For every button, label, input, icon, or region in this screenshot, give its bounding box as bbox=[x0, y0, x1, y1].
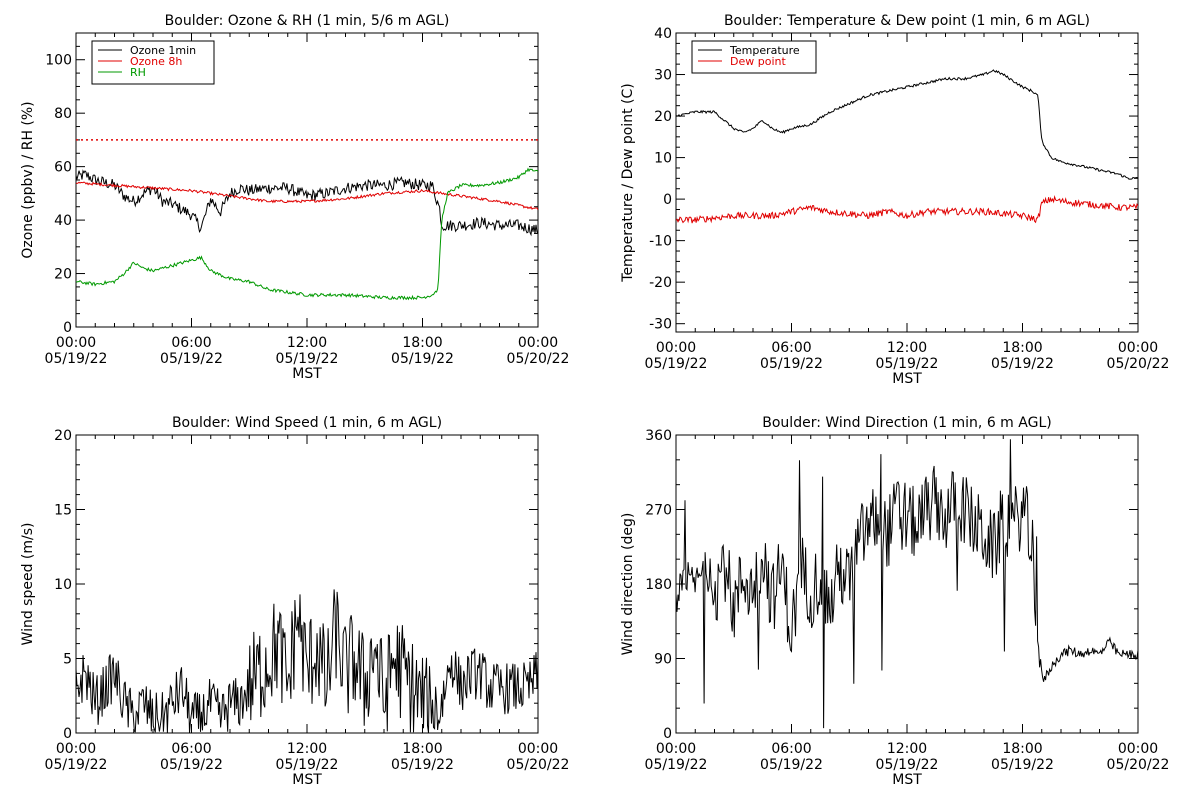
y-tick-label: 40 bbox=[54, 213, 72, 229]
x-tick-date-label: 05/19/22 bbox=[391, 351, 454, 367]
x-tick-label: 06:00 bbox=[771, 340, 811, 356]
x-tick-label: 00:00 bbox=[56, 335, 96, 351]
x-tick-label: 00:00 bbox=[518, 335, 558, 351]
y-tick-label: 30 bbox=[654, 68, 672, 84]
x-tick-date-label: 05/19/22 bbox=[991, 356, 1054, 372]
y-tick-label: 0 bbox=[63, 320, 72, 336]
y-tick-label: -20 bbox=[649, 275, 672, 291]
y-axis-label: Ozone (ppbv) / RH (%) bbox=[20, 101, 36, 258]
x-tick-label: 00:00 bbox=[656, 741, 696, 757]
legend-entry: Ozone 1min bbox=[130, 44, 196, 57]
x-tick-label: 18:00 bbox=[1002, 741, 1042, 757]
x-tick-label: 00:00 bbox=[1118, 741, 1158, 757]
y-tick-label: 100 bbox=[45, 53, 72, 69]
x-axis-label: MST bbox=[892, 371, 922, 387]
plot-frame bbox=[75, 434, 539, 734]
series-line-series-0 bbox=[676, 439, 1138, 729]
x-tick-date-label: 05/19/22 bbox=[760, 757, 823, 773]
chart-title: Boulder: Ozone & RH (1 min, 5/6 m AGL) bbox=[165, 13, 450, 29]
y-tick-label: 5 bbox=[63, 652, 72, 668]
series-line-temperature bbox=[676, 69, 1138, 180]
y-axis-label: Wind direction (deg) bbox=[620, 513, 636, 656]
x-tick-date-label: 05/20/22 bbox=[507, 757, 570, 773]
y-tick-label: 90 bbox=[654, 652, 672, 668]
y-tick-label: 0 bbox=[663, 726, 672, 742]
x-tick-label: 18:00 bbox=[1002, 340, 1042, 356]
x-tick-label: 00:00 bbox=[656, 340, 696, 356]
x-tick-label: 18:00 bbox=[402, 741, 442, 757]
x-tick-date-label: 05/19/22 bbox=[45, 757, 108, 773]
x-tick-label: 12:00 bbox=[287, 335, 327, 351]
x-tick-date-label: 05/19/22 bbox=[645, 757, 708, 773]
series-line-series-0 bbox=[76, 589, 538, 733]
y-tick-label: 15 bbox=[54, 503, 72, 519]
legend-entry: Dew point bbox=[730, 55, 786, 68]
legend-entry: RH bbox=[130, 66, 146, 79]
x-tick-label: 12:00 bbox=[287, 741, 327, 757]
x-tick-date-label: 05/19/22 bbox=[276, 351, 339, 367]
x-tick-label: 00:00 bbox=[56, 741, 96, 757]
y-tick-label: 10 bbox=[654, 151, 672, 167]
legend-box bbox=[691, 40, 817, 74]
x-tick-date-label: 05/20/22 bbox=[1107, 356, 1170, 372]
chart-panel-2: Boulder: Wind Speed (1 min, 6 m AGL) 00:0… bbox=[20, 415, 569, 788]
y-tick-label: 40 bbox=[654, 26, 672, 42]
x-tick-date-label: 05/19/22 bbox=[876, 356, 939, 372]
y-tick-label: 0 bbox=[63, 726, 72, 742]
x-tick-label: 12:00 bbox=[887, 340, 927, 356]
y-tick-label: 10 bbox=[54, 577, 72, 593]
x-tick-date-label: 05/20/22 bbox=[1107, 757, 1170, 773]
legend-entry: Ozone 8h bbox=[130, 55, 182, 68]
x-tick-date-label: 05/19/22 bbox=[160, 757, 223, 773]
y-tick-label: -30 bbox=[649, 317, 672, 333]
x-axis-label: MST bbox=[292, 366, 322, 382]
plot-frame bbox=[675, 32, 1139, 333]
x-tick-label: 12:00 bbox=[887, 741, 927, 757]
x-tick-date-label: 05/19/22 bbox=[991, 757, 1054, 773]
y-tick-label: 360 bbox=[645, 428, 672, 444]
y-tick-label: 60 bbox=[54, 160, 72, 176]
x-tick-date-label: 05/19/22 bbox=[760, 356, 823, 372]
y-tick-label: -10 bbox=[649, 234, 672, 250]
chart-panel-3: Boulder: Wind Direction (1 min, 6 m AGL)… bbox=[620, 415, 1169, 788]
x-tick-label: 06:00 bbox=[171, 335, 211, 351]
series-line-ozone-1min bbox=[76, 169, 538, 237]
series-line-rh bbox=[76, 167, 538, 301]
x-tick-date-label: 05/20/22 bbox=[507, 351, 570, 367]
x-tick-date-label: 05/19/22 bbox=[876, 757, 939, 773]
x-tick-label: 06:00 bbox=[171, 741, 211, 757]
chart-title: Boulder: Temperature & Dew point (1 min,… bbox=[724, 13, 1090, 29]
y-tick-label: 20 bbox=[54, 267, 72, 283]
y-tick-label: 20 bbox=[654, 109, 672, 125]
x-tick-date-label: 05/19/22 bbox=[391, 757, 454, 773]
chart-panel-1: Boulder: Temperature & Dew point (1 min,… bbox=[620, 13, 1169, 387]
x-axis-label: MST bbox=[292, 772, 322, 788]
x-tick-date-label: 05/19/22 bbox=[45, 351, 108, 367]
y-tick-label: 80 bbox=[54, 106, 72, 122]
x-tick-label: 00:00 bbox=[518, 741, 558, 757]
y-tick-label: 270 bbox=[645, 503, 672, 519]
legend-entry: Temperature bbox=[729, 44, 800, 57]
x-tick-label: 06:00 bbox=[771, 741, 811, 757]
x-axis-label: MST bbox=[892, 772, 922, 788]
y-tick-label: 0 bbox=[663, 192, 672, 208]
series-line-dew-point bbox=[676, 195, 1138, 224]
x-tick-date-label: 05/19/22 bbox=[276, 757, 339, 773]
y-axis-label: Wind speed (m/s) bbox=[20, 523, 36, 646]
y-tick-label: 180 bbox=[645, 577, 672, 593]
plot-frame bbox=[675, 434, 1139, 734]
legend-box bbox=[91, 40, 215, 85]
series-line-ozone-8h bbox=[76, 181, 538, 211]
y-tick-label: 20 bbox=[54, 428, 72, 444]
x-tick-date-label: 05/19/22 bbox=[645, 356, 708, 372]
chart-title: Boulder: Wind Direction (1 min, 6 m AGL) bbox=[762, 415, 1051, 431]
y-axis-label: Temperature / Dew point (C) bbox=[620, 83, 636, 282]
chart-panel-0: Boulder: Ozone & RH (1 min, 5/6 m AGL)00… bbox=[20, 13, 569, 382]
x-tick-label: 18:00 bbox=[402, 335, 442, 351]
x-tick-label: 00:00 bbox=[1118, 340, 1158, 356]
chart-title: Boulder: Wind Speed (1 min, 6 m AGL) bbox=[172, 415, 442, 431]
x-tick-date-label: 05/19/22 bbox=[160, 351, 223, 367]
